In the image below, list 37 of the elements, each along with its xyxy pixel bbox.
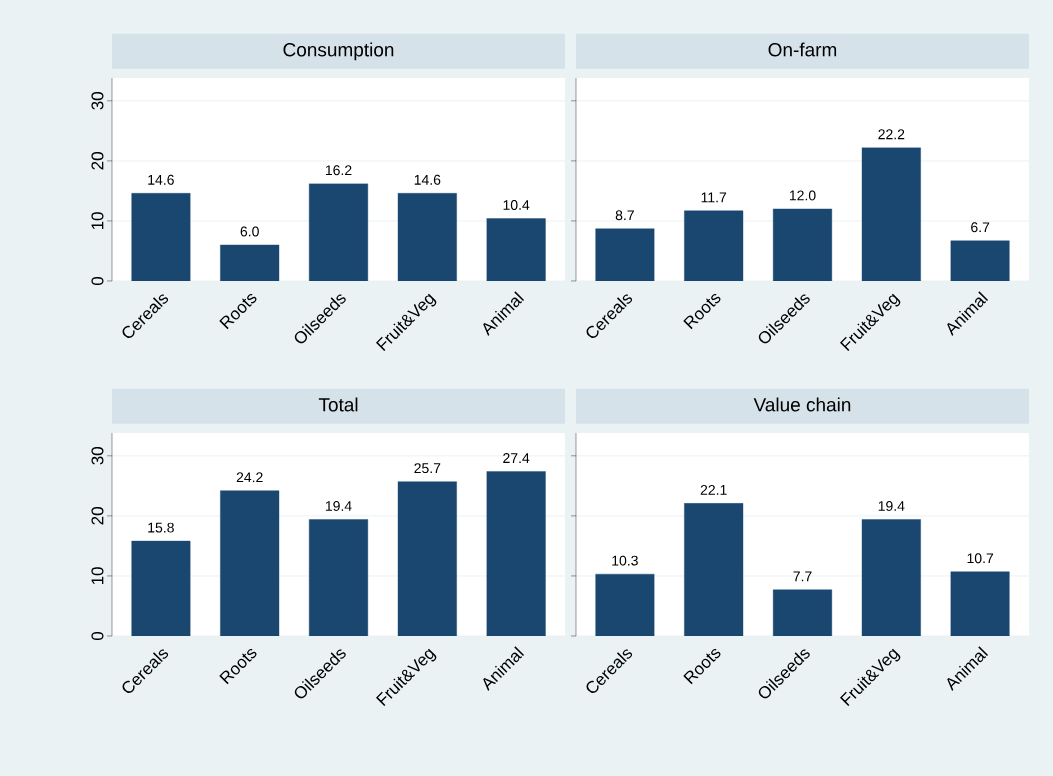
data-label: 6.0 — [240, 226, 259, 237]
data-label: 10.4 — [503, 200, 530, 210]
data-label: 16.2 — [325, 165, 352, 176]
data-label: 19.4 — [325, 501, 352, 511]
y-tick-label: 20 — [91, 507, 104, 525]
bar — [595, 573, 655, 636]
data-label: 27.4 — [503, 453, 530, 463]
bar — [950, 571, 1010, 636]
y-tick-label: 10 — [91, 567, 104, 585]
chart-title: On-farm — [768, 42, 837, 57]
bar — [772, 589, 833, 636]
bar — [861, 519, 921, 636]
data-label: 7.7 — [793, 571, 812, 582]
y-tick-label: 30 — [91, 92, 104, 110]
data-label: 6.7 — [971, 222, 990, 233]
data-label: 22.2 — [878, 129, 905, 140]
data-label: 10.3 — [612, 555, 638, 566]
data-label: 22.1 — [700, 484, 727, 495]
chart-title: Value chain — [753, 397, 851, 412]
data-label: 11.7 — [701, 192, 727, 203]
data-label: 19.4 — [878, 501, 905, 511]
chart-title: Total — [318, 397, 358, 412]
bar — [684, 503, 744, 636]
y-tick-label: 20 — [91, 152, 104, 170]
data-label: 25.7 — [414, 463, 441, 474]
y-tick-label: 0 — [91, 276, 104, 286]
y-tick-label: 10 — [91, 212, 104, 230]
data-label: 8.7 — [615, 210, 634, 221]
data-label: 14.6 — [414, 174, 441, 185]
y-tick-label: 0 — [91, 631, 104, 641]
y-tick-label: 30 — [91, 447, 104, 465]
data-label: 14.6 — [148, 174, 174, 185]
data-label: 10.7 — [967, 553, 994, 564]
chart-title: Consumption — [283, 42, 394, 61]
data-label: 12.0 — [789, 190, 816, 201]
data-label: 24.2 — [236, 472, 263, 483]
data-label: 15.8 — [148, 522, 174, 533]
